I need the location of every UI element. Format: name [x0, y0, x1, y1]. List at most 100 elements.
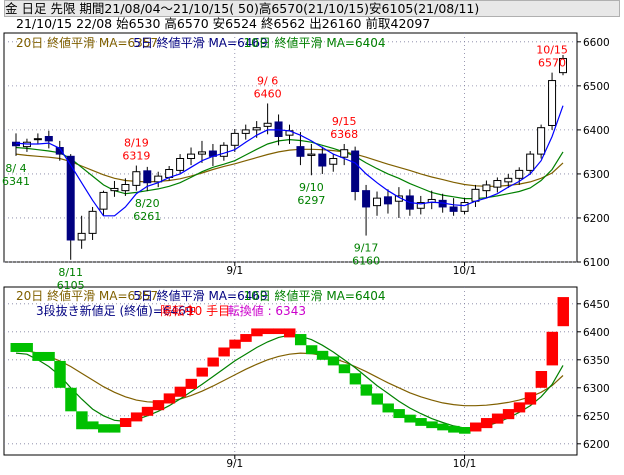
break-brick: [382, 403, 394, 413]
break-legend-item: 10日 終値平滑 MA=6404: [243, 288, 385, 303]
candle: [263, 122, 272, 127]
annotation-date: 9/ 6: [257, 74, 278, 87]
candle: [416, 202, 425, 209]
break-brick: [470, 422, 482, 432]
candle: [460, 202, 469, 212]
annotation-date: 9/17: [354, 242, 379, 255]
candle: [110, 187, 119, 192]
price-x-tick-label: 10/1: [453, 265, 477, 277]
break-brick: [294, 334, 307, 346]
ma5-line: [15, 105, 564, 217]
break-brick: [426, 421, 438, 429]
break-y-tick-label: 6250: [583, 411, 610, 423]
break-brick: [98, 424, 110, 433]
break-brick: [218, 347, 230, 357]
candle: [230, 132, 239, 146]
price-y-tick-label: 6600: [583, 37, 610, 49]
break-brick: [240, 334, 252, 342]
price-y-tick-label: 6100: [583, 257, 610, 269]
break-brick: [327, 356, 340, 366]
candle: [252, 127, 261, 131]
break-brick: [316, 350, 329, 360]
header-line-2: 21/10/15 22/08 始6530 高6570 安6524 終6562 出…: [16, 16, 431, 31]
break-brick: [393, 409, 405, 419]
annotation-value: 6297: [297, 194, 325, 207]
break-brick: [54, 360, 66, 388]
candle: [219, 144, 228, 157]
break-brick: [305, 345, 318, 355]
candle: [504, 177, 513, 183]
candle: [307, 153, 316, 156]
candle: [340, 149, 349, 158]
annotation-value: 6261: [133, 210, 161, 223]
candle: [526, 153, 535, 171]
break-brick: [130, 412, 143, 422]
break-brick: [43, 351, 55, 361]
price-legend-item: 20日 終値平滑 MA=6357: [16, 35, 158, 50]
break-brick: [546, 331, 559, 366]
break-brick: [174, 386, 187, 397]
break-brick: [360, 384, 373, 396]
candle: [482, 184, 491, 192]
break-brick: [262, 328, 274, 335]
break-brick: [185, 378, 198, 389]
annotation-value: 6319: [122, 150, 150, 163]
break2-legend-item: 転換値 : 6343: [228, 303, 306, 318]
break-brick: [524, 392, 537, 405]
break-legend-item: 20日 終値平滑 MA=6357: [16, 288, 158, 303]
candle: [471, 188, 480, 202]
break-brick: [448, 425, 460, 433]
break-brick: [251, 328, 263, 337]
annotation-date: 9/15: [332, 115, 357, 128]
candle: [449, 206, 458, 212]
break-x-tick-label: 10/1: [453, 458, 477, 470]
candle: [383, 196, 392, 205]
annotation-date: 8/19: [124, 137, 149, 150]
break-brick: [415, 418, 427, 426]
candle: [88, 210, 97, 234]
header: 金 日足 先限 期間21/08/04～21/10/15( 50)高6570(21…: [0, 0, 624, 32]
candle: [274, 121, 283, 137]
candle: [493, 180, 502, 188]
candle: [33, 138, 42, 141]
break-brick: [152, 400, 165, 411]
break-brick: [284, 328, 296, 338]
annotation-date: 9/10: [299, 181, 324, 194]
candle: [44, 135, 53, 142]
candle: [55, 147, 64, 155]
candle: [548, 80, 557, 126]
break-brick: [163, 393, 176, 404]
break-brick: [491, 413, 504, 424]
candle: [296, 146, 305, 157]
candle: [154, 175, 163, 183]
break-brick: [338, 364, 351, 374]
candle: [197, 151, 206, 155]
break-brick: [371, 393, 383, 405]
annotation-value: 6105: [57, 279, 85, 292]
candle: [351, 150, 360, 193]
annotation-value: 6570: [538, 57, 566, 70]
break-brick: [273, 328, 285, 335]
break-x-tick-label: 9/1: [226, 458, 243, 470]
break-brick: [557, 297, 569, 327]
candle: [187, 153, 196, 160]
price-y-tick-label: 6400: [583, 125, 610, 137]
break-brick: [535, 371, 548, 388]
price-legend-item: 10日 終値平滑 MA=6404: [243, 35, 385, 50]
candle: [66, 155, 75, 241]
break-brick: [437, 423, 449, 431]
break-y-tick-label: 6300: [583, 383, 610, 395]
break-brick: [459, 427, 471, 434]
break-y-tick-label: 6400: [583, 327, 610, 339]
break-brick: [108, 424, 121, 433]
break-legend-item: 5日 終値平滑 MA=6469: [133, 288, 267, 303]
break-ma-brown-line: [15, 349, 564, 407]
price-panel-frame: [3, 32, 578, 263]
candle: [132, 171, 141, 186]
break-brick: [404, 414, 416, 423]
break-brick: [480, 418, 493, 429]
ma20-line: [15, 148, 564, 187]
annotation-value: 6368: [330, 128, 358, 141]
break-brick: [119, 418, 132, 427]
